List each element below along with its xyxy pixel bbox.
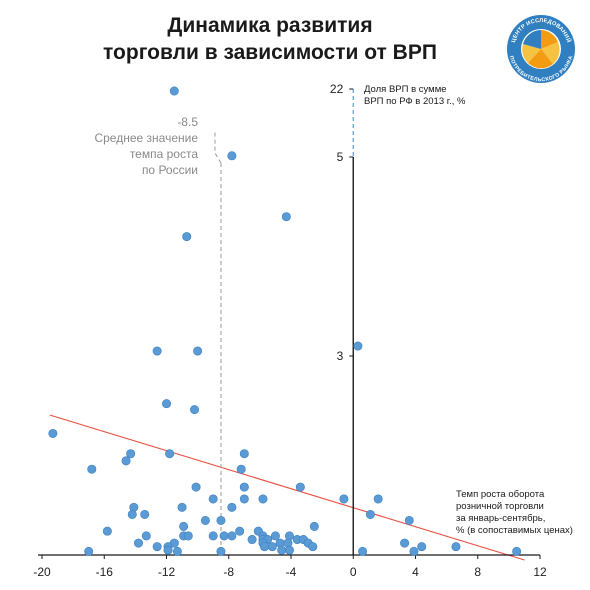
x-axis-label-line-1: Темп роста оборота [456,489,545,500]
data-point [179,521,189,531]
data-point [216,515,226,525]
y-tick-label: 3 [337,349,344,363]
mean-annotation-line-3: по России [142,163,198,177]
data-point [152,542,162,552]
data-point [239,494,249,504]
data-point [308,542,318,552]
data-point [152,346,162,356]
mean-annotation-line-1: Среднее значение [94,131,198,145]
data-point [177,502,187,512]
data-point [339,494,349,504]
data-point [281,212,291,222]
x-tick-label: -16 [96,565,114,579]
data-point [409,546,419,556]
mean-annotation-line-2: темпа роста [130,147,199,161]
data-point [208,531,218,541]
data-point [162,399,172,409]
data-point [216,546,226,556]
x-tick-label: 12 [533,565,547,579]
mean-leader-line [214,132,222,164]
data-point [133,538,143,548]
y-axis-label-line-1: Доля ВРП в сумме [364,84,447,95]
data-point [284,545,294,555]
data-point [48,428,58,438]
data-point [127,509,137,519]
data-point [183,531,193,541]
data-point [102,526,112,536]
data-point [84,546,94,556]
data-point [247,535,257,545]
data-point [193,346,203,356]
data-point [270,531,280,541]
data-point [358,546,368,556]
x-axis-label-line-2: розничной торговли [456,501,544,512]
data-point [400,538,410,548]
data-point [277,545,287,555]
title-line-1: Динамика развития [167,14,373,37]
x-tick-label: 8 [474,565,481,579]
y-axis-label-line-2: ВРП по РФ в 2013 г., % [364,96,466,107]
data-point [227,151,237,161]
x-tick-label: -20 [33,565,51,579]
x-tick-label: 0 [350,565,357,579]
data-point [239,482,249,492]
data-point [208,494,218,504]
x-tick-label: -8 [223,565,234,579]
data-point [295,482,305,492]
data-point [353,341,363,351]
data-point [200,515,210,525]
data-point [373,494,383,504]
x-tick-label: -4 [286,565,297,579]
mean-value-label: -8.5 [177,115,198,129]
x-axis-label-line-4: % (в сопоставимых ценах) [456,525,573,536]
data-point [163,545,173,555]
data-point [191,482,201,492]
data-point [227,502,237,512]
title-line-2: торговли в зависимости от ВРП [103,41,437,64]
data-point [165,449,175,459]
data-point [404,515,414,525]
trend-line [49,414,525,561]
data-point [365,509,375,519]
data-point [121,456,131,466]
data-point [172,546,182,556]
y-tick-label: 5 [337,150,344,164]
data-point [169,86,179,96]
data-point [512,546,522,556]
chart-title: Динамика развития торговли в зависимости… [60,12,480,66]
data-point [417,542,427,552]
data-point [451,542,461,552]
data-point [239,449,249,459]
research-center-logo: ЦЕНТР ИССЛЕДОВАНИЙ ПОТРЕБИТЕЛЬСКОГО РЫНК… [507,15,575,83]
data-point [126,449,136,459]
data-point [235,526,245,536]
data-point [141,531,151,541]
data-point [227,531,237,541]
data-point [182,232,192,242]
data-point [140,509,150,519]
data-point [309,521,319,531]
data-point [190,405,200,415]
x-tick-label: 4 [412,565,419,579]
data-point [260,542,270,552]
data-point [258,494,268,504]
y-tick-label: 22 [330,82,344,96]
data-point [87,464,97,474]
data-point [267,542,277,552]
data-point [236,464,246,474]
data-point [219,531,229,541]
x-axis-label-line-3: за январь-сентябрь, [456,513,545,524]
x-tick-label: -12 [158,565,176,579]
